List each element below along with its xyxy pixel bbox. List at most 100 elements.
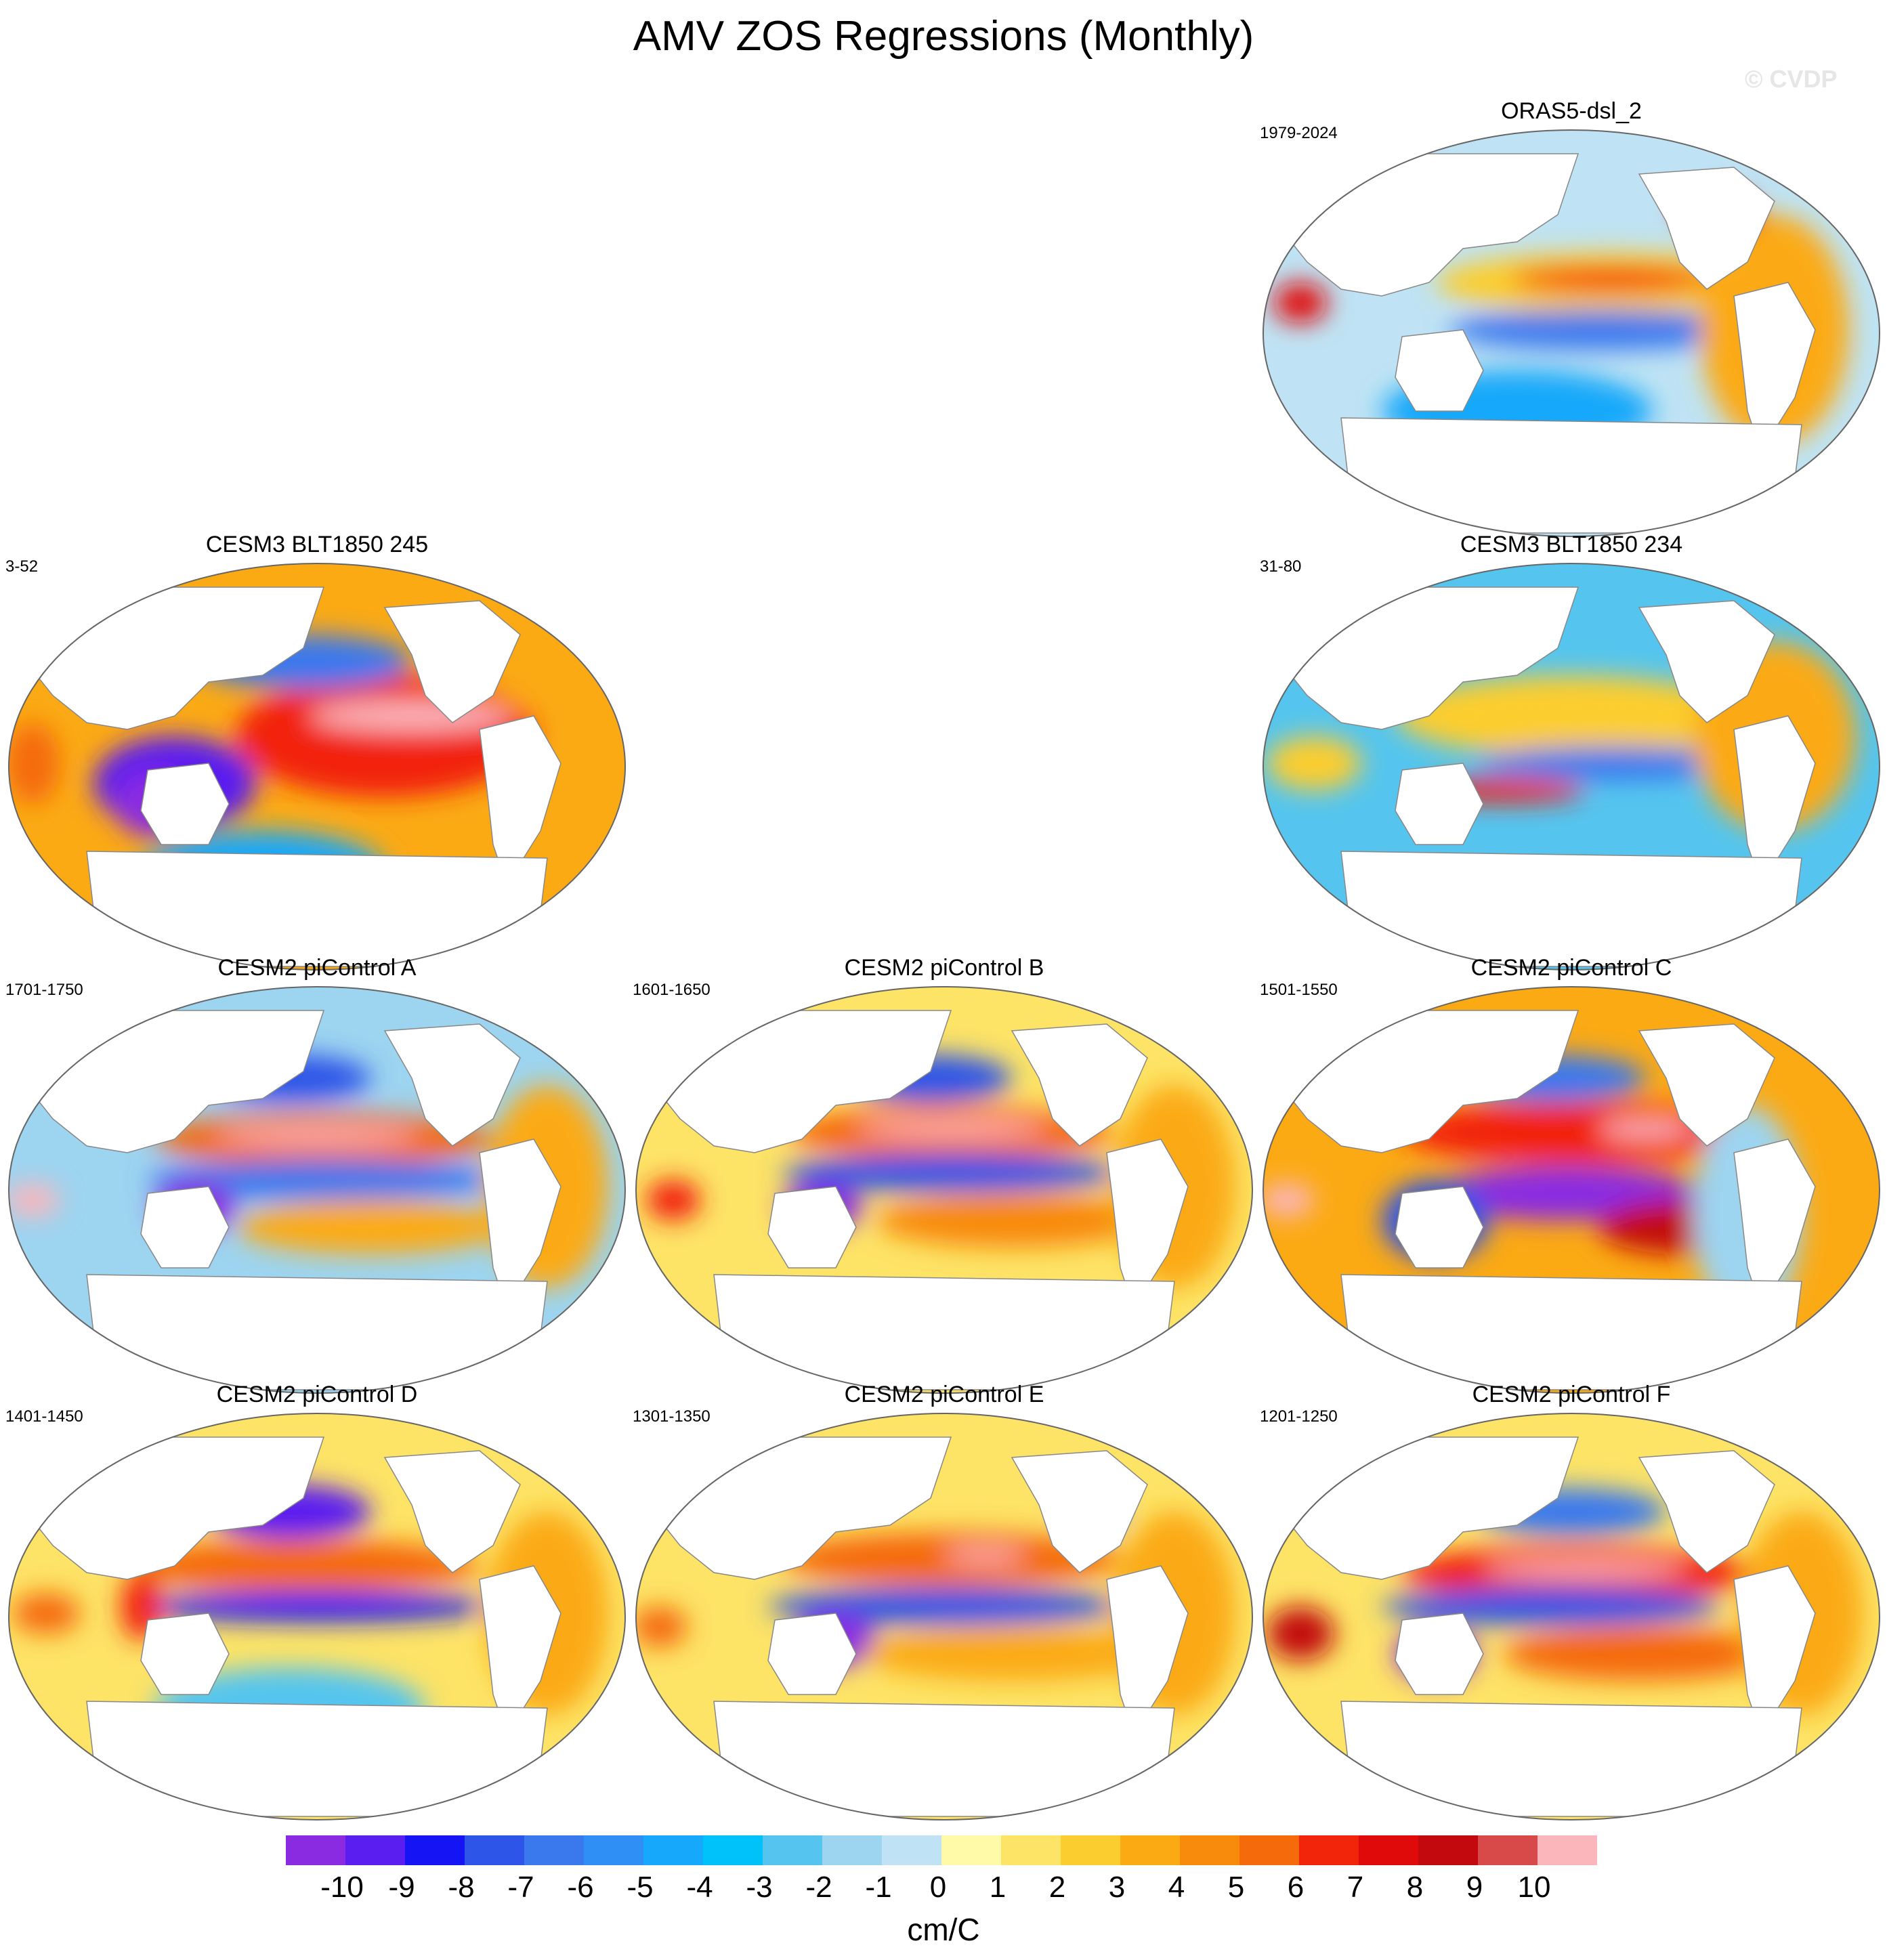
colorbar-swatch [1239,1835,1300,1865]
ocean-field [1263,1413,1880,1820]
colorbar-swatch [1180,1835,1240,1865]
colorbar-tick-label: -10 [320,1871,364,1904]
panel-title: CESM2 piControl C [1470,955,1672,981]
map-outline [635,1413,1253,1820]
colorbar-swatch [643,1835,704,1865]
global-map [1263,563,1880,971]
map-outline [1263,563,1880,971]
panel-years: 1501-1550 [1260,981,1338,999]
land-mask [1279,1436,1816,1817]
global-map [8,563,626,971]
map-panel-picontrol-e: CESM2 piControl E 1301-1350 [633,1382,1256,1822]
land-mask [25,1010,561,1390]
map-panel-cesm3-234: CESM3 BLT1850 234 31-80 [1260,532,1883,972]
colorbar-swatch [1299,1835,1359,1865]
map-panel-picontrol-a: CESM2 piControl A 1701-1750 [5,955,629,1395]
map-panel-cesm3-245: CESM3 BLT1850 245 3-52 [5,532,629,972]
colorbar-swatch [1478,1835,1538,1865]
map-outline [635,986,1253,1394]
map-panel-picontrol-c: CESM2 piControl C 1501-1550 [1260,955,1883,1395]
global-map [1263,986,1880,1394]
ocean-field [9,987,625,1393]
colorbar-swatch [1359,1835,1419,1865]
map-outline [1263,129,1880,537]
colorbar-swatch [1120,1835,1181,1865]
ocean-field [9,1413,625,1820]
colorbar-tick-label: -3 [746,1871,773,1904]
colorbar-tick-label: -7 [507,1871,534,1904]
map-panel-oras5: ORAS5-dsl_2 1979-2024 [1260,98,1883,538]
colorbar [286,1835,1597,1865]
colorbar-tick-label: 9 [1466,1871,1483,1904]
panel-years: 3-52 [5,557,39,576]
map-outline [1263,1413,1880,1820]
map-panel-picontrol-d: CESM2 piControl D 1401-1450 [5,1382,629,1822]
map-panel-picontrol-f: CESM2 piControl F 1201-1250 [1260,1382,1883,1822]
colorbar-tick-label: -9 [388,1871,415,1904]
colorbar-swatch [1001,1835,1061,1865]
colorbar-tick-label: 1 [989,1871,1006,1904]
colorbar-tick-label: 2 [1048,1871,1066,1904]
map-outline [8,1413,626,1820]
map-panel-picontrol-b: CESM2 piControl B 1601-1650 [633,955,1256,1395]
panel-years: 31-80 [1260,557,1302,576]
panel-title: CESM2 piControl E [844,1382,1044,1407]
panel-years: 1301-1350 [633,1407,711,1426]
global-map [1263,1413,1880,1820]
land-mask [1279,587,1816,967]
colorbar-units: cm/C [907,1912,980,1947]
panel-title: CESM2 piControl B [844,955,1044,981]
colorbar-swatch [1418,1835,1479,1865]
colorbar-tick-label: -2 [805,1871,832,1904]
colorbar-swatch [1538,1835,1597,1865]
colorbar-tick-label: -4 [686,1871,713,1904]
ocean-field [1263,987,1880,1393]
global-map [8,986,626,1394]
colorbar-tick-label: 5 [1227,1871,1245,1904]
colorbar-swatch [703,1835,763,1865]
colorbar-swatches [286,1835,1597,1865]
ocean-field [9,563,625,970]
colorbar-swatch [763,1835,823,1865]
colorbar-tick-label: 0 [929,1871,947,1904]
colorbar-tick-label: -6 [567,1871,594,1904]
panel-years: 1701-1750 [5,981,83,999]
colorbar-tick-label: -1 [865,1871,892,1904]
colorbar-swatch [345,1835,406,1865]
colorbar-tick-label: 4 [1168,1871,1185,1904]
colorbar-swatch [524,1835,585,1865]
panel-years: 1601-1650 [633,981,711,999]
figure-title: AMV ZOS Regressions (Monthly) [633,13,1254,60]
map-outline [1263,986,1880,1394]
colorbar-swatch [584,1835,644,1865]
global-map [1263,129,1880,537]
panel-years: 1979-2024 [1260,124,1338,142]
map-outline [8,986,626,1394]
ocean-field [636,1413,1252,1820]
panel-title: CESM3 BLT1850 245 [205,532,429,557]
colorbar-swatch [882,1835,942,1865]
panel-years: 1201-1250 [1260,1407,1338,1426]
colorbar-swatch [822,1835,883,1865]
colorbar-swatch [1061,1835,1121,1865]
watermark: © CVDP [1745,65,1838,93]
map-outline [8,563,626,971]
colorbar-swatch [941,1835,1002,1865]
ocean-field [636,987,1252,1393]
panel-title: CESM2 piControl A [217,955,417,981]
panel-title: CESM3 BLT1850 234 [1460,532,1683,557]
colorbar-tick-label: 8 [1406,1871,1424,1904]
global-map [635,1413,1253,1820]
colorbar-swatch [286,1835,346,1865]
global-map [8,1413,626,1820]
colorbar-swatch [405,1835,465,1865]
colorbar-tick-label: -5 [627,1871,654,1904]
panel-years: 1401-1450 [5,1407,83,1426]
colorbar-swatch [465,1835,525,1865]
ocean-field [1263,130,1880,536]
panel-title: CESM2 piControl F [1472,1382,1671,1407]
global-map [635,986,1253,1394]
ocean-field [1263,563,1880,970]
panel-title: ORAS5-dsl_2 [1501,98,1642,124]
colorbar-tick-label: -8 [448,1871,475,1904]
